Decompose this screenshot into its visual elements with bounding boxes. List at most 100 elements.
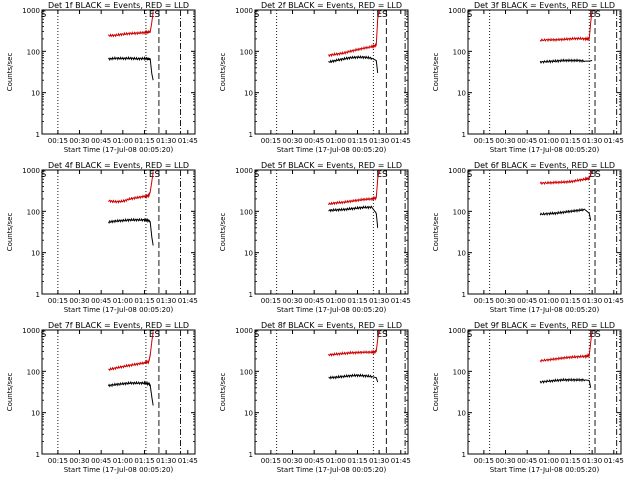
end-start-marker-label: ES: [589, 330, 601, 340]
x-tick-label: 00:15: [48, 137, 68, 145]
x-tick-label: 00:15: [261, 297, 281, 305]
x-tick-label: 01:15: [560, 297, 580, 305]
y-tick-label: 10: [244, 410, 253, 418]
series-line-events: [539, 207, 592, 221]
y-tick-label: 10: [244, 90, 253, 98]
series-line-lld: [328, 169, 380, 206]
series-line-lld: [108, 331, 154, 372]
x-tick-label: 00:30: [69, 137, 89, 145]
y-tick-label: 10: [31, 250, 40, 258]
x-tick-label: 00:30: [495, 297, 515, 305]
start-marker-label: S: [467, 330, 473, 340]
x-tick-label: 01:30: [369, 457, 389, 465]
y-tick-label: 1: [249, 131, 253, 139]
y-tick-label: 10: [244, 250, 253, 258]
y-tick-label: 100: [27, 48, 40, 56]
y-tick-label: 100: [27, 208, 40, 216]
x-tick-label: 01:15: [134, 457, 154, 465]
y-tick-label: 1: [249, 291, 253, 299]
x-tick-label: 00:45: [517, 137, 537, 145]
x-tick-label: 01:00: [326, 297, 346, 305]
y-tick-label: 1000: [448, 167, 466, 175]
x-tick-label: 00:15: [48, 457, 68, 465]
series-line-lld: [328, 329, 380, 357]
y-tick-label: 10: [457, 90, 466, 98]
x-tick-label: 01:45: [178, 457, 198, 465]
end-start-marker-label: ES: [149, 10, 161, 20]
x-tick-label: 01:15: [347, 457, 367, 465]
chart-title: Det 9f BLACK = Events, RED = LLD: [474, 321, 615, 330]
y-axis-label: Counts/sec: [432, 53, 440, 92]
chart-panel-det-5f: Det 5f BLACK = Events, RED = LLD 1 10 100 10…: [219, 161, 411, 314]
y-tick-label: 1: [462, 291, 466, 299]
end-start-marker-label: ES: [589, 10, 601, 20]
x-tick-label: 01:30: [156, 297, 176, 305]
x-tick-label: 00:30: [282, 137, 302, 145]
chart-title: Det 4f BLACK = Events, RED = LLD: [48, 161, 189, 170]
series-line-lld: [539, 169, 593, 186]
y-tick-label: 1000: [235, 327, 253, 335]
y-tick-label: 100: [453, 368, 466, 376]
series-line-lld: [539, 329, 593, 363]
x-tick-label: 01:15: [560, 457, 580, 465]
start-marker-label: S: [254, 330, 260, 340]
x-tick-label: 00:15: [474, 457, 494, 465]
x-tick-label: 00:45: [517, 297, 537, 305]
x-axis-label: Start Time (17-Jul-08 00:05:20): [490, 466, 600, 474]
x-tick-label: 00:30: [495, 137, 515, 145]
x-tick-label: 01:00: [113, 297, 133, 305]
x-axis-label: Start Time (17-Jul-08 00:05:20): [277, 466, 387, 474]
y-axis-label: Counts/sec: [6, 213, 14, 252]
x-tick-label: 00:45: [91, 137, 111, 145]
x-tick-label: 01:15: [347, 297, 367, 305]
x-axis-label: Start Time (17-Jul-08 00:05:20): [490, 306, 600, 314]
chart-panel-det-6f: Det 6f BLACK = Events, RED = LLD 1 10 100 10…: [432, 161, 624, 314]
x-tick-label: 01:45: [391, 457, 411, 465]
x-tick-label: 00:15: [48, 297, 68, 305]
y-tick-label: 1000: [235, 167, 253, 175]
series-line-events: [328, 54, 379, 73]
x-axis-label: Start Time (17-Jul-08 00:05:20): [277, 306, 387, 314]
end-start-marker-label: ES: [376, 170, 388, 180]
y-tick-label: 1: [462, 131, 466, 139]
x-tick-label: 01:15: [134, 297, 154, 305]
y-axis-label: Counts/sec: [219, 213, 227, 252]
start-marker-label: S: [41, 330, 47, 340]
end-start-marker-label: ES: [589, 170, 601, 180]
y-tick-label: 1: [462, 451, 466, 459]
x-tick-label: 00:30: [495, 457, 515, 465]
x-tick-label: 00:45: [304, 457, 324, 465]
x-tick-label: 00:45: [91, 297, 111, 305]
x-tick-label: 01:30: [582, 297, 602, 305]
y-tick-label: 10: [31, 90, 40, 98]
x-tick-label: 00:45: [304, 137, 324, 145]
y-tick-label: 10: [31, 410, 40, 418]
y-tick-label: 100: [240, 208, 253, 216]
y-tick-label: 10: [457, 410, 466, 418]
plot-frame: [254, 329, 409, 455]
y-tick-label: 1000: [22, 327, 40, 335]
x-tick-label: 01:30: [582, 457, 602, 465]
series-line-events: [328, 205, 379, 228]
x-tick-label: 00:45: [517, 457, 537, 465]
plot-frame: [41, 169, 196, 295]
chart-panel-det-3f: Det 3f BLACK = Events, RED = LLD 1 10 100 10…: [432, 1, 624, 154]
y-tick-label: 100: [453, 208, 466, 216]
x-tick-label: 01:00: [113, 457, 133, 465]
y-tick-label: 1: [36, 451, 40, 459]
chart-panel-det-1f: Det 1f BLACK = Events, RED = LLD 1 10 100 10…: [6, 1, 198, 154]
x-tick-label: 01:15: [134, 137, 154, 145]
plot-frame: [467, 169, 622, 295]
plot-frame: [254, 169, 409, 295]
x-tick-label: 01:30: [369, 137, 389, 145]
plot-frame: [41, 329, 196, 455]
y-axis-label: Counts/sec: [219, 53, 227, 92]
start-marker-label: S: [467, 170, 473, 180]
chart-title: Det 8f BLACK = Events, RED = LLD: [261, 321, 402, 330]
x-tick-label: 01:00: [326, 457, 346, 465]
y-tick-label: 1000: [235, 7, 253, 15]
x-tick-label: 01:45: [178, 137, 198, 145]
x-tick-label: 01:45: [178, 297, 198, 305]
chart-panel-det-2f: Det 2f BLACK = Events, RED = LLD 1 10 100 10…: [219, 1, 411, 154]
